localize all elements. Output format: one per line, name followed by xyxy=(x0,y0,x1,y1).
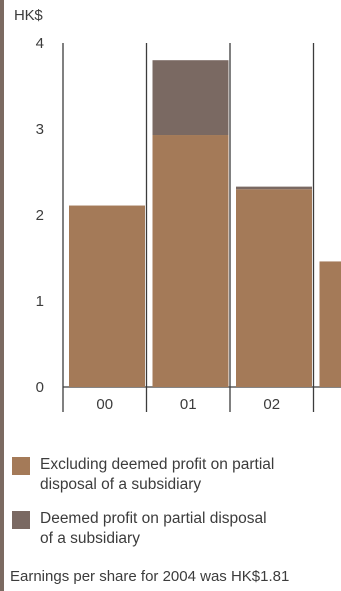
legend-label-excluding-line-1: Excluding deemed profit on partial xyxy=(40,456,275,473)
y-tick-label-1: 1 xyxy=(36,293,44,310)
y-tick-label-3: 3 xyxy=(36,121,44,138)
bar-excluding-03 xyxy=(319,261,341,387)
legend-swatch-excluding xyxy=(12,457,30,475)
legend-label-deemed-line-1: Deemed profit on partial disposal xyxy=(40,510,267,527)
bar-deemed-02 xyxy=(236,186,312,190)
y-tick-label-2: 2 xyxy=(36,207,44,224)
x-tick-label-01: 01 xyxy=(180,396,197,413)
bar-deemed-01 xyxy=(152,60,229,136)
legend-label-deemed-line-2: of a subsidiary xyxy=(40,530,140,547)
legend-label-excluding-line-2: disposal of a subsidiary xyxy=(40,476,202,493)
left-border-rule xyxy=(0,0,4,591)
chart-legend: Excluding deemed profit on partial dispo… xyxy=(12,455,341,563)
legend-swatch-deemed xyxy=(12,511,30,529)
x-tick-label-02: 02 xyxy=(263,396,280,413)
footnote: Earnings per share for 2004 was HK$1.81 xyxy=(10,568,290,585)
legend-item-deemed: Deemed profit on partial disposal of a s… xyxy=(12,509,341,549)
y-tick-label-4: 4 xyxy=(36,35,44,52)
y-tick-label-0: 0 xyxy=(36,379,44,396)
eps-bar-chart: 012340001020304 xyxy=(36,35,341,413)
x-tick-label-00: 00 xyxy=(96,396,113,413)
bar-excluding-01 xyxy=(152,135,229,387)
y-axis-unit-label: HK$ xyxy=(14,7,43,24)
legend-item-excluding: Excluding deemed profit on partial dispo… xyxy=(12,455,341,495)
bar-excluding-00 xyxy=(69,205,145,387)
bar-excluding-02 xyxy=(236,189,312,387)
